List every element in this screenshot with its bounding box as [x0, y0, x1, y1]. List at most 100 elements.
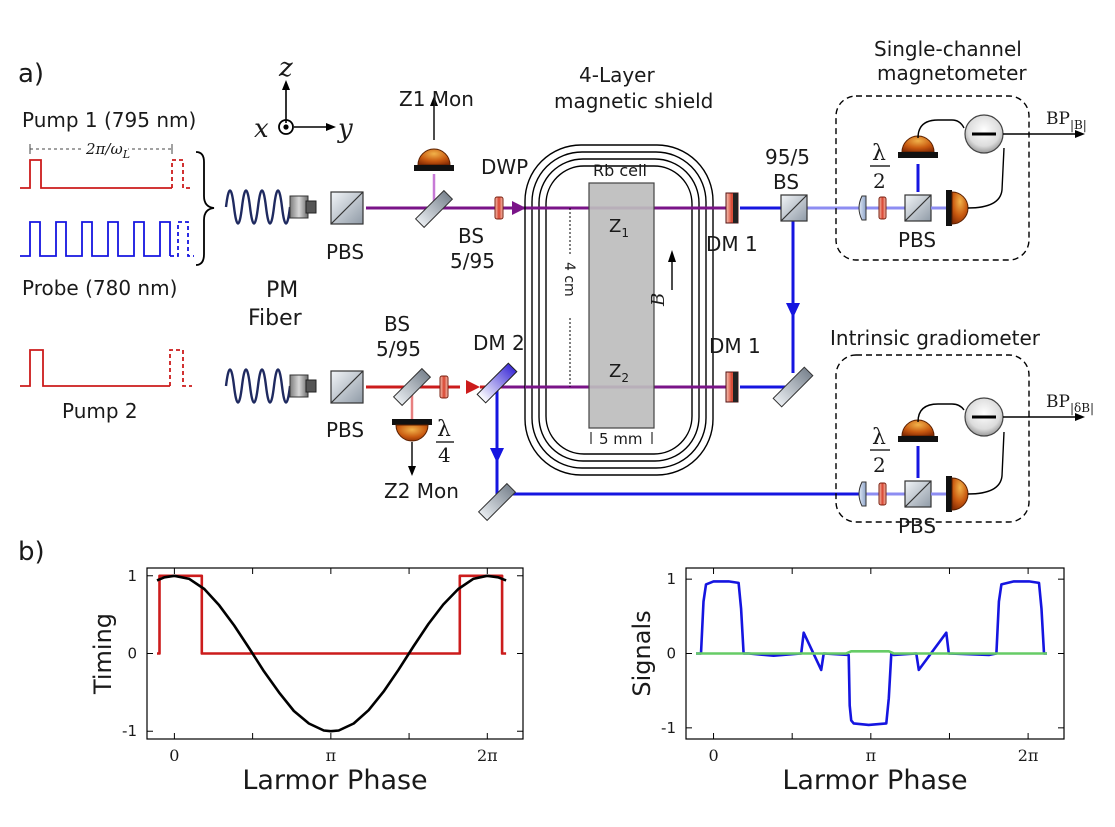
- timing-series-line-0: [157, 574, 507, 655]
- bs-95-5-label-1: 95/5: [765, 145, 810, 169]
- rb-cell-label: Rb cell: [593, 161, 647, 180]
- single-title-line1: Single-channel: [874, 37, 1022, 61]
- wire-single-right: [967, 147, 1005, 209]
- fold-mirror-bottom: [477, 482, 517, 522]
- timing-xlabel: Larmor Phase: [242, 765, 427, 796]
- signals-ytick-label: 0: [666, 645, 676, 663]
- detector-single-right: [946, 190, 969, 226]
- pbs-bottom-label: PBS: [326, 418, 364, 442]
- rb-vapor-cell: [588, 182, 655, 429]
- signals-series-line-1: [696, 650, 1047, 655]
- signals-ytick-label: 1: [666, 570, 676, 588]
- panel-b-label: b): [18, 537, 45, 567]
- difference-amp-single: [964, 114, 1004, 154]
- shield-title-line2: magnetic shield: [554, 89, 713, 113]
- gradiometer-title: Intrinsic gradiometer: [830, 326, 1041, 350]
- timing-xtick-label: 2π: [477, 746, 498, 765]
- timing-ytick-label: 1: [127, 567, 137, 585]
- lens-top: [858, 195, 867, 221]
- qwp-waveplate: [439, 375, 449, 399]
- hwp-top-denominator: 2: [873, 169, 886, 193]
- hwp-bottom-numerator: λ: [872, 425, 886, 450]
- pm-fiber-top: [224, 189, 317, 225]
- bs-bottom-label-2: 5/95: [376, 337, 421, 361]
- qwp-label-denominator: 4: [438, 443, 451, 467]
- signals-xtick-label: 0: [708, 746, 718, 765]
- hwp-top: [878, 196, 887, 220]
- qwp-label-numerator: λ: [437, 417, 451, 442]
- timing-chart: 0 π 2π -1 0 1 Larmor Phase Timing: [89, 567, 524, 796]
- signals-ytick-label: -1: [661, 719, 676, 737]
- signals-chart: 0 π 2π -1 0 1 Larmor Phase Signals: [628, 567, 1065, 796]
- shield-title-line1: 4-Layer: [579, 63, 655, 87]
- signals-series-line-0: [696, 580, 1047, 727]
- wire-grad-upper: [917, 403, 965, 423]
- axis-x-label: x: [254, 114, 269, 144]
- wire-grad-right: [967, 431, 1005, 495]
- z1-monitor-detector: [414, 96, 454, 171]
- gradiometer-box: [835, 354, 1030, 523]
- fiber-label-line2: Fiber: [248, 306, 303, 331]
- axis-triad: z x y: [254, 53, 353, 144]
- dm2-dichroic-mirror: [476, 362, 518, 404]
- pump1-label: Pump 1 (795 nm): [22, 108, 196, 132]
- bs-top-label-1: BS: [458, 224, 484, 248]
- probe-pulse-train: [20, 221, 171, 257]
- pbs-single-label: PBS: [898, 228, 936, 252]
- detector-grad-upper: [898, 419, 938, 442]
- z1-region-label: Z1: [609, 216, 629, 240]
- pbs-gradiometer-label: PBS: [898, 514, 936, 538]
- output-bp-b: BP|B|: [1046, 109, 1087, 132]
- bs-top-label-2: 5/95: [450, 249, 495, 273]
- field-b-arrow-icon: B: [648, 250, 676, 307]
- dwp-waveplate: [494, 196, 504, 220]
- pump1-pulse-train: [20, 159, 172, 189]
- z2-monitor-detector: [392, 419, 432, 476]
- period-label: 2π/ωL: [85, 140, 130, 161]
- dm1-top-label: DM 1: [706, 232, 758, 256]
- combine-brace-icon: [195, 151, 215, 266]
- pump1-next-pulse: [171, 159, 192, 189]
- z2-monitor-label: Z2 Mon: [384, 479, 459, 503]
- hwp-bottom-denominator: 2: [873, 453, 886, 477]
- dm2-label: DM 2: [473, 331, 525, 355]
- bs-95-5-label-2: BS: [773, 170, 799, 194]
- timing-ytick-label: -1: [122, 722, 137, 740]
- signals-ylabel: Signals: [628, 610, 656, 696]
- fold-mirror-right: [772, 366, 814, 408]
- timing-ylabel: Timing: [89, 613, 117, 695]
- field-b-label: B: [648, 293, 669, 307]
- cell-width-dimension: 5 mm: [590, 430, 653, 448]
- hwp-bottom: [878, 482, 887, 506]
- z2-region-label: Z2: [609, 361, 629, 385]
- fiber-collimator-top: [289, 195, 309, 219]
- hwp-top-numerator: λ: [872, 141, 886, 166]
- output-bp-db: BP|δB|: [1046, 392, 1094, 415]
- cell-width-label: 5 mm: [599, 430, 643, 448]
- difference-amp-grad: [964, 397, 1004, 437]
- pm-fiber-bottom: [224, 368, 317, 404]
- pbs-top-label: PBS: [326, 240, 364, 264]
- bs-bottom-splitter: [392, 367, 432, 407]
- magnetic-shield: [524, 144, 714, 476]
- fiber-collimator-bottom: [289, 374, 309, 398]
- axis-z-label: z: [278, 53, 293, 83]
- lens-bottom: [858, 481, 867, 507]
- timing-xtick-label: 0: [169, 746, 179, 765]
- single-channel-box: [835, 95, 1030, 261]
- panel-a-label: a): [18, 59, 44, 89]
- detector-grad-right: [946, 476, 969, 512]
- dwp-label: DWP: [481, 155, 528, 179]
- z1-monitor-label: Z1 Mon: [399, 87, 474, 111]
- axis-y-label: y: [337, 114, 353, 144]
- pulse-diagrams: Pump 1 (795 nm) 2π/ωL Probe (780 nm) Pum…: [20, 108, 215, 423]
- single-title-line2: magnetometer: [877, 61, 1027, 85]
- probe-label: Probe (780 nm): [22, 276, 177, 300]
- wire-single-upper: [917, 119, 965, 139]
- probe-next-pulse: [170, 221, 194, 257]
- timing-series-line-1: [156, 574, 507, 733]
- dm1-bottom-label: DM 1: [709, 334, 761, 358]
- cell-height-dimension: 4 cm: [561, 208, 577, 387]
- detector-single-upper: [898, 135, 938, 158]
